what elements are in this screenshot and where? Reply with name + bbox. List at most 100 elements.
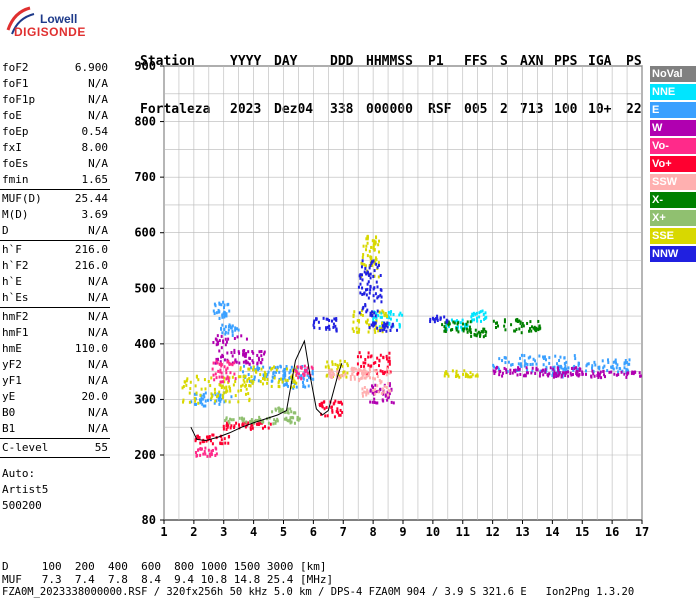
data-point (464, 374, 467, 378)
data-point (455, 373, 458, 377)
data-point (250, 423, 253, 427)
data-point (596, 374, 599, 378)
data-point (291, 373, 294, 377)
data-point (229, 417, 232, 421)
data-point (322, 316, 325, 320)
data-point (219, 370, 222, 374)
parameter-panel: foF2 6.900 foF1 N/A foF1p N/A foE N/A foEp 0.54 fx… (0, 60, 112, 514)
data-point (245, 387, 248, 391)
data-point (332, 322, 335, 326)
data-point (248, 384, 251, 388)
data-point (222, 312, 225, 316)
data-point (259, 373, 262, 377)
data-point (310, 377, 313, 381)
x-tick-label: 7 (340, 525, 347, 539)
data-point (353, 366, 356, 370)
data-point (389, 328, 392, 332)
y-tick-label: 200 (134, 448, 156, 462)
data-point (369, 311, 372, 315)
data-point (289, 368, 292, 372)
data-point (296, 366, 299, 370)
data-point (360, 312, 363, 316)
data-point (453, 321, 456, 325)
param-value: N/A (88, 358, 108, 371)
data-point (220, 371, 223, 375)
data-point (306, 372, 309, 376)
data-point (196, 454, 199, 458)
data-point (372, 324, 375, 328)
data-point (259, 417, 262, 421)
param-row: D N/A (0, 223, 112, 239)
data-point (234, 326, 237, 330)
data-point (283, 376, 286, 380)
data-point (211, 448, 214, 452)
data-point (515, 319, 518, 323)
data-point (378, 310, 381, 314)
data-point (639, 374, 642, 378)
data-point (472, 313, 475, 317)
data-point (574, 357, 577, 361)
data-point (525, 371, 528, 375)
data-point (251, 379, 254, 383)
data-point (221, 375, 224, 379)
data-point (291, 377, 294, 381)
data-point (513, 329, 516, 333)
data-point (611, 364, 614, 368)
data-point (389, 312, 392, 316)
data-point (227, 337, 230, 341)
data-point (198, 436, 201, 440)
data-point (510, 323, 513, 327)
data-point (469, 329, 472, 333)
data-point (346, 371, 349, 375)
data-point (381, 370, 384, 374)
data-point (220, 327, 223, 331)
param-name: h`E (2, 275, 22, 288)
data-point (185, 379, 188, 383)
data-point (445, 318, 448, 322)
y-tick-label: 500 (134, 281, 156, 295)
data-point (296, 418, 299, 422)
data-point (245, 420, 248, 424)
data-point (292, 380, 295, 384)
data-point (359, 355, 362, 359)
data-point (562, 372, 565, 376)
data-point (557, 367, 560, 371)
data-point (470, 315, 473, 319)
header-value: 713 (520, 102, 544, 117)
data-point (204, 391, 207, 395)
data-point (213, 302, 216, 306)
data-point (551, 373, 554, 377)
data-point (372, 242, 375, 246)
data-point (198, 436, 201, 440)
data-point (328, 327, 331, 331)
data-point (228, 323, 231, 327)
data-point (590, 374, 593, 378)
data-point (286, 419, 289, 423)
data-point (223, 437, 226, 441)
data-point (509, 368, 512, 372)
data-point (527, 356, 530, 360)
data-point (368, 266, 371, 270)
param-value: N/A (88, 275, 108, 288)
data-point (453, 321, 456, 325)
data-point (356, 355, 359, 359)
data-point (517, 366, 520, 370)
data-point (295, 385, 298, 389)
data-point (388, 371, 391, 375)
data-point (351, 366, 354, 370)
data-point (218, 316, 221, 320)
data-point (290, 381, 293, 385)
data-point (518, 368, 521, 372)
data-point (224, 325, 227, 329)
data-point (252, 365, 255, 369)
data-point (240, 388, 243, 392)
data-point (228, 400, 231, 404)
data-point (320, 412, 323, 416)
data-point (261, 426, 264, 430)
data-point (432, 317, 435, 321)
data-point (197, 448, 200, 452)
data-point (241, 423, 244, 427)
param-value: 20.0 (81, 390, 109, 403)
data-point (367, 273, 370, 277)
data-point (221, 323, 224, 327)
